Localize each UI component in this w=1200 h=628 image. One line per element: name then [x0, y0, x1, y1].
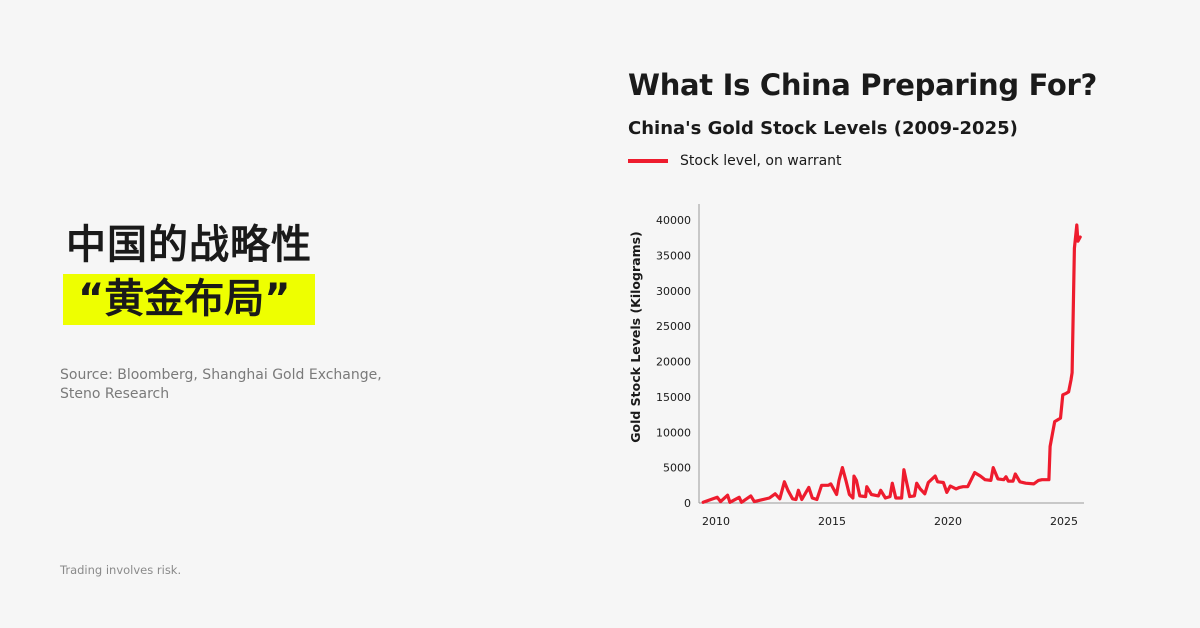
y-tick-label: 0 [684, 497, 691, 510]
x-tick-label: 2015 [818, 515, 846, 528]
legend-label: Stock level, on warrant [680, 153, 842, 169]
chart-title: What Is China Preparing For? [628, 68, 1098, 102]
source-note: Source: Bloomberg, Shanghai Gold Exchang… [60, 367, 382, 402]
y-axis-label: Gold Stock Levels (Kilograms) [628, 231, 643, 443]
headline-highlighted: “黄金布局” [78, 276, 291, 322]
headline: 中国的战略性 [66, 222, 312, 268]
legend-swatch [628, 159, 668, 163]
disclaimer: Trading involves risk. [60, 563, 182, 577]
y-tick-label: 40000 [656, 214, 691, 227]
chart-subtitle: China's Gold Stock Levels (2009-2025) [628, 118, 1018, 139]
y-tick-label: 10000 [656, 426, 691, 439]
y-tick-label: 20000 [656, 356, 691, 369]
y-tick-label: 15000 [656, 391, 691, 404]
headline-highlight [63, 274, 315, 325]
y-tick-label: 35000 [656, 249, 691, 262]
x-tick-label: 2010 [702, 515, 730, 528]
x-tick-label: 2025 [1050, 515, 1078, 528]
y-tick-label: 30000 [656, 285, 691, 298]
x-tick-label: 2020 [934, 515, 962, 528]
y-tick-label: 5000 [663, 462, 691, 475]
y-tick-label: 25000 [656, 320, 691, 333]
series-line-stock-level [701, 223, 1082, 504]
legend: Stock level, on warrant [628, 153, 842, 169]
